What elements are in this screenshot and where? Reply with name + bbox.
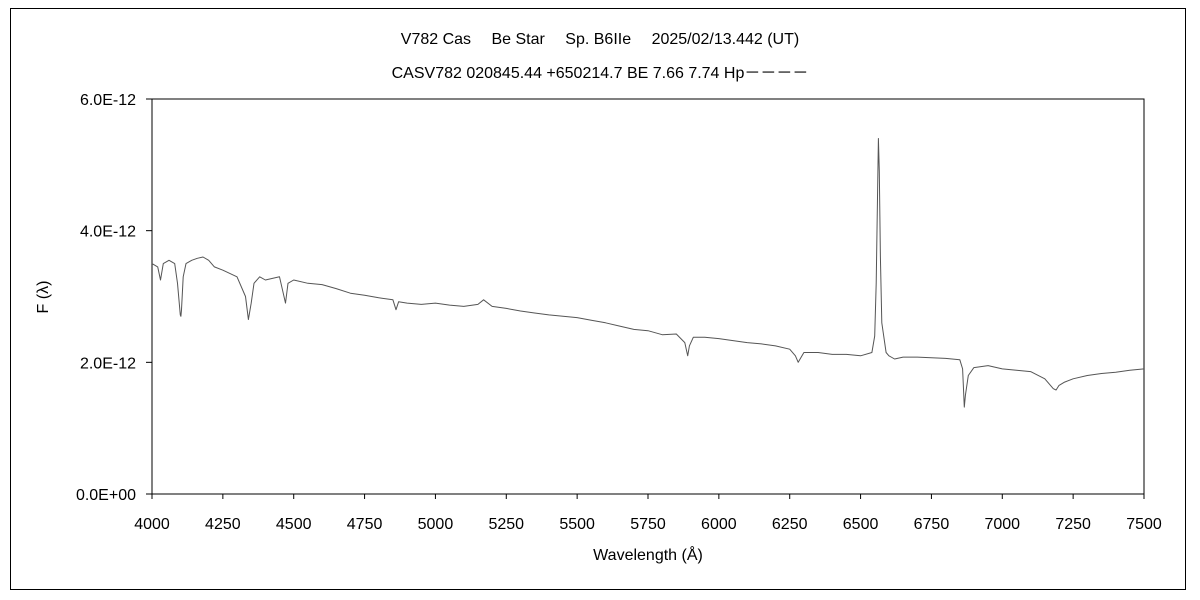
x-tick-label: 4500 (276, 516, 312, 533)
y-axis: 0.0E+00 2.0E-12 4.0E-12 6.0E-12 (76, 92, 152, 504)
x-tick-label: 7500 (1126, 516, 1162, 533)
x-tick-label: 5500 (559, 516, 595, 533)
x-tick-label: 5250 (488, 516, 524, 533)
x-tick-label: 6750 (914, 516, 950, 533)
x-tick-label: 7250 (1055, 516, 1091, 533)
x-axis-label: Wavelength (Å) (593, 545, 703, 564)
x-tick-label: 7000 (984, 516, 1020, 533)
spectrum-line (151, 138, 1145, 408)
y-tick-label: 6.0E-12 (80, 92, 136, 109)
y-tick-label: 2.0E-12 (80, 355, 136, 372)
chart-subtitle: CASV782 020845.44 +650214.7 BE 7.66 7.74… (392, 65, 809, 82)
x-tick-label: 4000 (134, 516, 170, 533)
series-layer (151, 138, 1145, 408)
x-tick-label: 4750 (347, 516, 383, 533)
x-axis: 4000 4250 4500 4750 5000 5250 5500 5750 6000 6250… (134, 494, 1162, 533)
x-tick-label: 5750 (630, 516, 666, 533)
x-tick-label: 6500 (843, 516, 879, 533)
x-tick-label: 5000 (418, 516, 454, 533)
y-tick-label: 4.0E-12 (80, 224, 136, 241)
chart-frame (10, 8, 1186, 590)
y-axis-label: F (λ) (35, 281, 52, 314)
y-tick-label: 0.0E+00 (76, 487, 136, 504)
x-tick-label: 6000 (701, 516, 737, 533)
plot-area (151, 98, 1145, 495)
chart-title: V782 Cas Be Star Sp. B6IIe 2025/02/13.44… (401, 31, 799, 48)
x-tick-label: 6250 (772, 516, 808, 533)
x-tick-label: 4250 (205, 516, 241, 533)
